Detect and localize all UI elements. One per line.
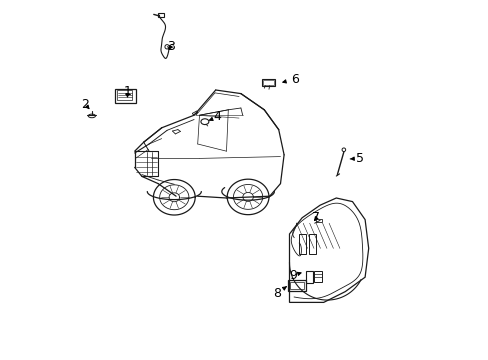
Text: 1: 1 bbox=[123, 85, 131, 98]
Text: 3: 3 bbox=[166, 40, 174, 53]
Text: 2: 2 bbox=[81, 98, 89, 111]
Text: 6: 6 bbox=[282, 73, 298, 86]
Text: 5: 5 bbox=[349, 152, 363, 165]
Text: 4: 4 bbox=[209, 111, 221, 123]
Text: 7: 7 bbox=[312, 211, 320, 224]
Text: 9: 9 bbox=[288, 269, 301, 282]
Text: 8: 8 bbox=[272, 287, 285, 300]
